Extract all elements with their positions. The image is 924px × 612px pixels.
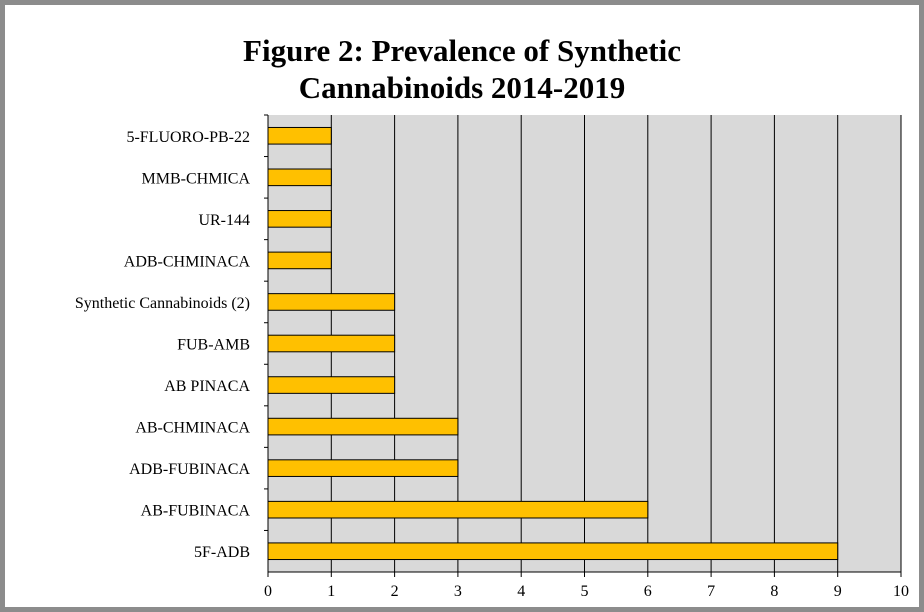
category-label: Synthetic Cannabinoids (2)	[75, 295, 250, 312]
bar	[267, 376, 396, 394]
bar	[267, 500, 649, 519]
bar	[267, 126, 332, 145]
x-tick-label: 10	[893, 583, 909, 600]
x-tick-label: 5	[581, 583, 589, 600]
bar	[267, 459, 459, 477]
x-tick-label: 1	[327, 583, 335, 600]
bar	[267, 334, 396, 353]
category-label: AB-FUBINACA	[141, 503, 251, 520]
x-tick-labels: 0 1 2 3 4 5 6 7 8 9 10	[264, 572, 909, 600]
bar	[267, 210, 332, 228]
chart-title: Figure 2: Prevalence of Synthetic Cannab…	[0, 32, 924, 106]
x-tick-label: 6	[644, 583, 652, 600]
category-label: UR-144	[198, 212, 250, 229]
category-labels: 5-FLUORO-PB-22 MMB-CHMICA UR-144 ADB-CHMINA…	[75, 114, 268, 561]
bar	[267, 417, 459, 436]
bar	[267, 542, 839, 561]
category-label: AB-CHMINACA	[135, 420, 250, 437]
x-tick-label: 0	[264, 583, 272, 600]
category-label: 5F-ADB	[194, 544, 250, 561]
category-label: 5-FLUORO-PB-22	[126, 129, 250, 146]
bars	[267, 126, 839, 561]
category-label: AB PINACA	[164, 378, 250, 395]
bar	[267, 168, 332, 187]
chart-title-line-1: Figure 2: Prevalence of Synthetic	[243, 33, 681, 68]
chart-title-line-2: Cannabinoids 2014-2019	[298, 70, 626, 105]
category-label: ADB-FUBINACA	[129, 461, 250, 478]
category-label: MMB-CHMICA	[142, 170, 251, 187]
x-tick-label: 9	[834, 583, 842, 600]
x-tick-label: 3	[454, 583, 462, 600]
x-tick-label: 2	[391, 583, 399, 600]
x-tick-label: 8	[770, 583, 778, 600]
category-label: FUB-AMB	[177, 337, 250, 354]
bar	[267, 251, 332, 270]
x-tick-label: 7	[707, 583, 715, 600]
x-tick-label: 4	[517, 583, 525, 600]
category-label: ADB-CHMINACA	[124, 253, 251, 270]
bar	[267, 293, 396, 311]
